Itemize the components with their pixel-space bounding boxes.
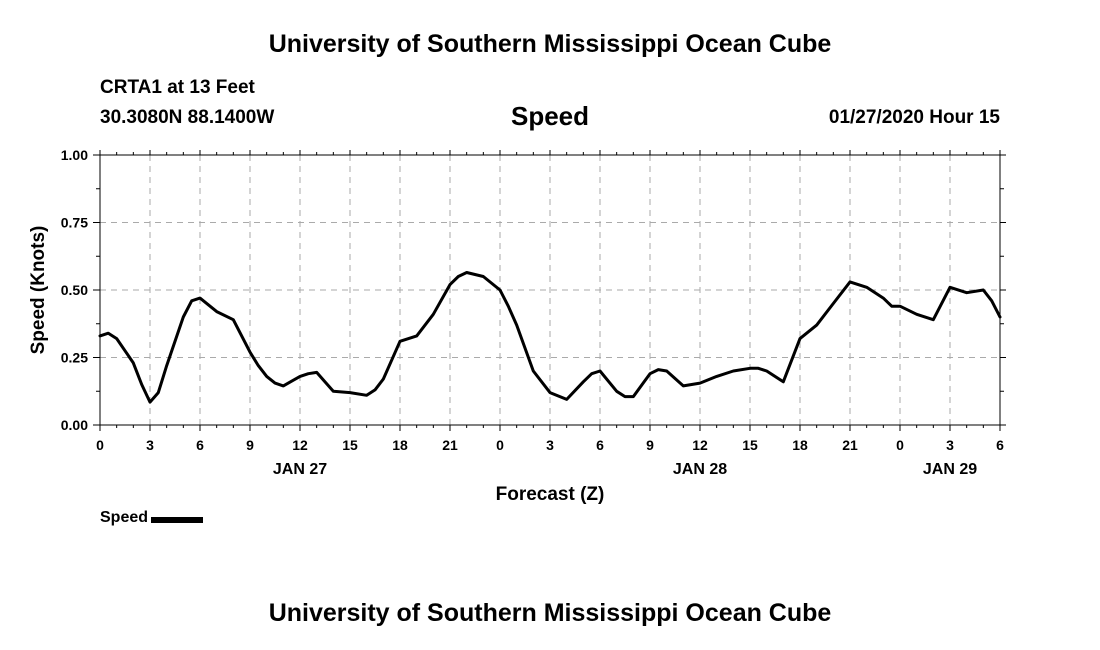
legend-line-swatch: [151, 516, 204, 523]
x-tick-label: 0: [496, 437, 504, 453]
x-tick-label: 21: [842, 437, 858, 453]
station-coords: 30.3080N 88.1400W: [100, 107, 275, 128]
date-label: JAN 28: [673, 461, 727, 478]
footer-title: University of Southern Mississippi Ocean…: [268, 599, 832, 627]
y-tick-label: 0.50: [61, 282, 88, 298]
x-tick-label: 0: [896, 437, 904, 453]
station-name: CRTA1 at 13 Feet: [100, 77, 255, 98]
x-tick-label: 18: [392, 437, 408, 453]
x-tick-label: 12: [292, 437, 308, 453]
x-tick-label: 21: [442, 437, 458, 453]
x-tick-label: 15: [742, 437, 758, 453]
date-label: JAN 27: [273, 461, 327, 478]
y-tick-label: 0.75: [61, 215, 88, 231]
chart-legend: Speed: [100, 509, 204, 527]
x-tick-label: 3: [946, 437, 954, 453]
x-tick-label: 18: [792, 437, 808, 453]
x-tick-label: 6: [196, 437, 204, 453]
x-tick-label: 3: [146, 437, 154, 453]
x-tick-label: 9: [646, 437, 654, 453]
y-tick-label: 1.00: [61, 147, 88, 163]
x-tick-label: 15: [342, 437, 358, 453]
chart-title: Speed: [510, 101, 590, 131]
x-tick-label: 0: [96, 437, 104, 453]
x-tick-label: 6: [996, 437, 1004, 453]
forecast-timestamp: 01/27/2020 Hour 15: [828, 107, 1000, 128]
series-line-speed: [98, 271, 1002, 404]
x-tick-label: 12: [692, 437, 708, 453]
x-tick-label: 6: [596, 437, 604, 453]
y-tick-label: 0.25: [61, 350, 88, 366]
x-tick-label: 9: [246, 437, 254, 453]
date-label: JAN 29: [923, 461, 977, 478]
y-axis-label: Speed (Knots): [28, 226, 49, 355]
x-tick-label: 3: [546, 437, 554, 453]
legend-label: Speed: [100, 509, 149, 526]
header-title: University of Southern Mississippi Ocean…: [268, 30, 832, 58]
y-tick-label: 0.00: [61, 417, 88, 433]
x-axis-label: Forecast (Z): [496, 484, 605, 505]
